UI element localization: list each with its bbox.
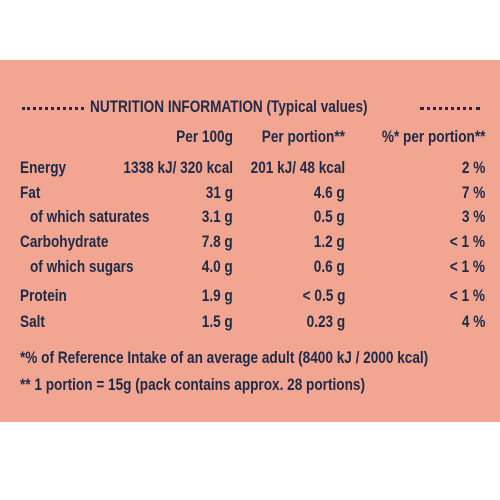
cell: 3 %: [461, 207, 485, 226]
cell: 7 %: [461, 183, 485, 202]
cell: 4.6 g: [314, 183, 345, 202]
footnote: *% of Reference Intake of an average adu…: [20, 348, 429, 367]
cell: 0.23 g: [306, 312, 345, 331]
cell: 201 kJ/ 48 kcal: [250, 158, 345, 177]
label-panel: [0, 60, 500, 422]
column-header: Per portion**: [261, 127, 345, 146]
cell: < 1 %: [449, 286, 485, 305]
cell: 1.9 g: [202, 286, 233, 305]
sub-row-label: of which sugars: [30, 257, 134, 276]
dots-right: [420, 107, 480, 110]
cell: 4 %: [461, 312, 485, 331]
cell: 31 g: [205, 183, 233, 202]
cell: 7.8 g: [202, 232, 233, 251]
sub-row-label: of which saturates: [30, 207, 150, 226]
footnote: ** 1 portion = 15g (pack contains approx…: [20, 375, 365, 394]
cell: 3.1 g: [202, 207, 233, 226]
row-label: Salt: [20, 312, 45, 331]
row-label: Fat: [20, 183, 41, 202]
dots-left: [22, 107, 84, 110]
cell: 0.6 g: [314, 257, 345, 276]
cell: < 1 %: [449, 257, 485, 276]
cell: 1.5 g: [202, 312, 233, 331]
column-header: %* per portion**: [381, 127, 485, 146]
cell: 1.2 g: [314, 232, 345, 251]
column-header: Per 100g: [176, 127, 233, 146]
cell: 1338 kJ/ 320 kcal: [123, 158, 233, 177]
cell: < 0.5 g: [302, 286, 345, 305]
title: NUTRITION INFORMATION (Typical values): [90, 97, 368, 116]
row-label: Carbohydrate: [20, 232, 109, 251]
cell: 0.5 g: [314, 207, 345, 226]
cell: < 1 %: [449, 232, 485, 251]
cell: 4.0 g: [202, 257, 233, 276]
row-label: Protein: [20, 286, 67, 305]
cell: 2 %: [461, 158, 485, 177]
row-label: Energy: [20, 158, 67, 177]
